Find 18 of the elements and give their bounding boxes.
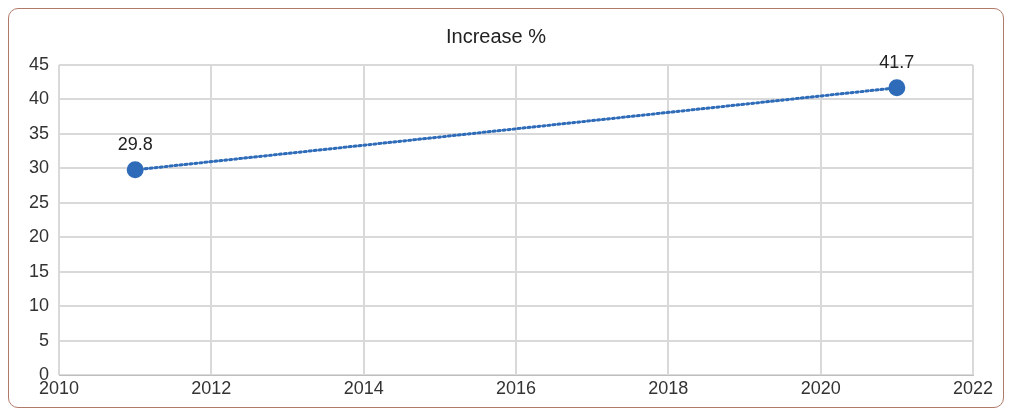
- x-tick-label: 2020: [800, 378, 841, 399]
- y-tick-label: 5: [39, 329, 50, 350]
- y-tick-label: 15: [28, 260, 50, 281]
- x-tick-label: 2018: [648, 378, 689, 399]
- y-tick-label: 45: [28, 53, 50, 74]
- x-tick-label: 2016: [495, 378, 537, 399]
- chart-title: Increase %: [445, 24, 547, 47]
- y-tick-label: 20: [28, 226, 50, 247]
- data-label: 29.8: [117, 133, 153, 154]
- y-tick-label: 10: [28, 295, 50, 316]
- data-label: 41.7: [879, 51, 915, 72]
- y-tick-label: 25: [28, 191, 50, 212]
- y-tick-label: 30: [28, 157, 50, 178]
- x-tick-label: 2022: [952, 378, 994, 399]
- y-tick-label: 35: [28, 122, 50, 143]
- x-tick-label: 2012: [191, 378, 232, 399]
- x-tick-label: 2014: [343, 378, 384, 399]
- y-tick-label: 40: [28, 88, 50, 109]
